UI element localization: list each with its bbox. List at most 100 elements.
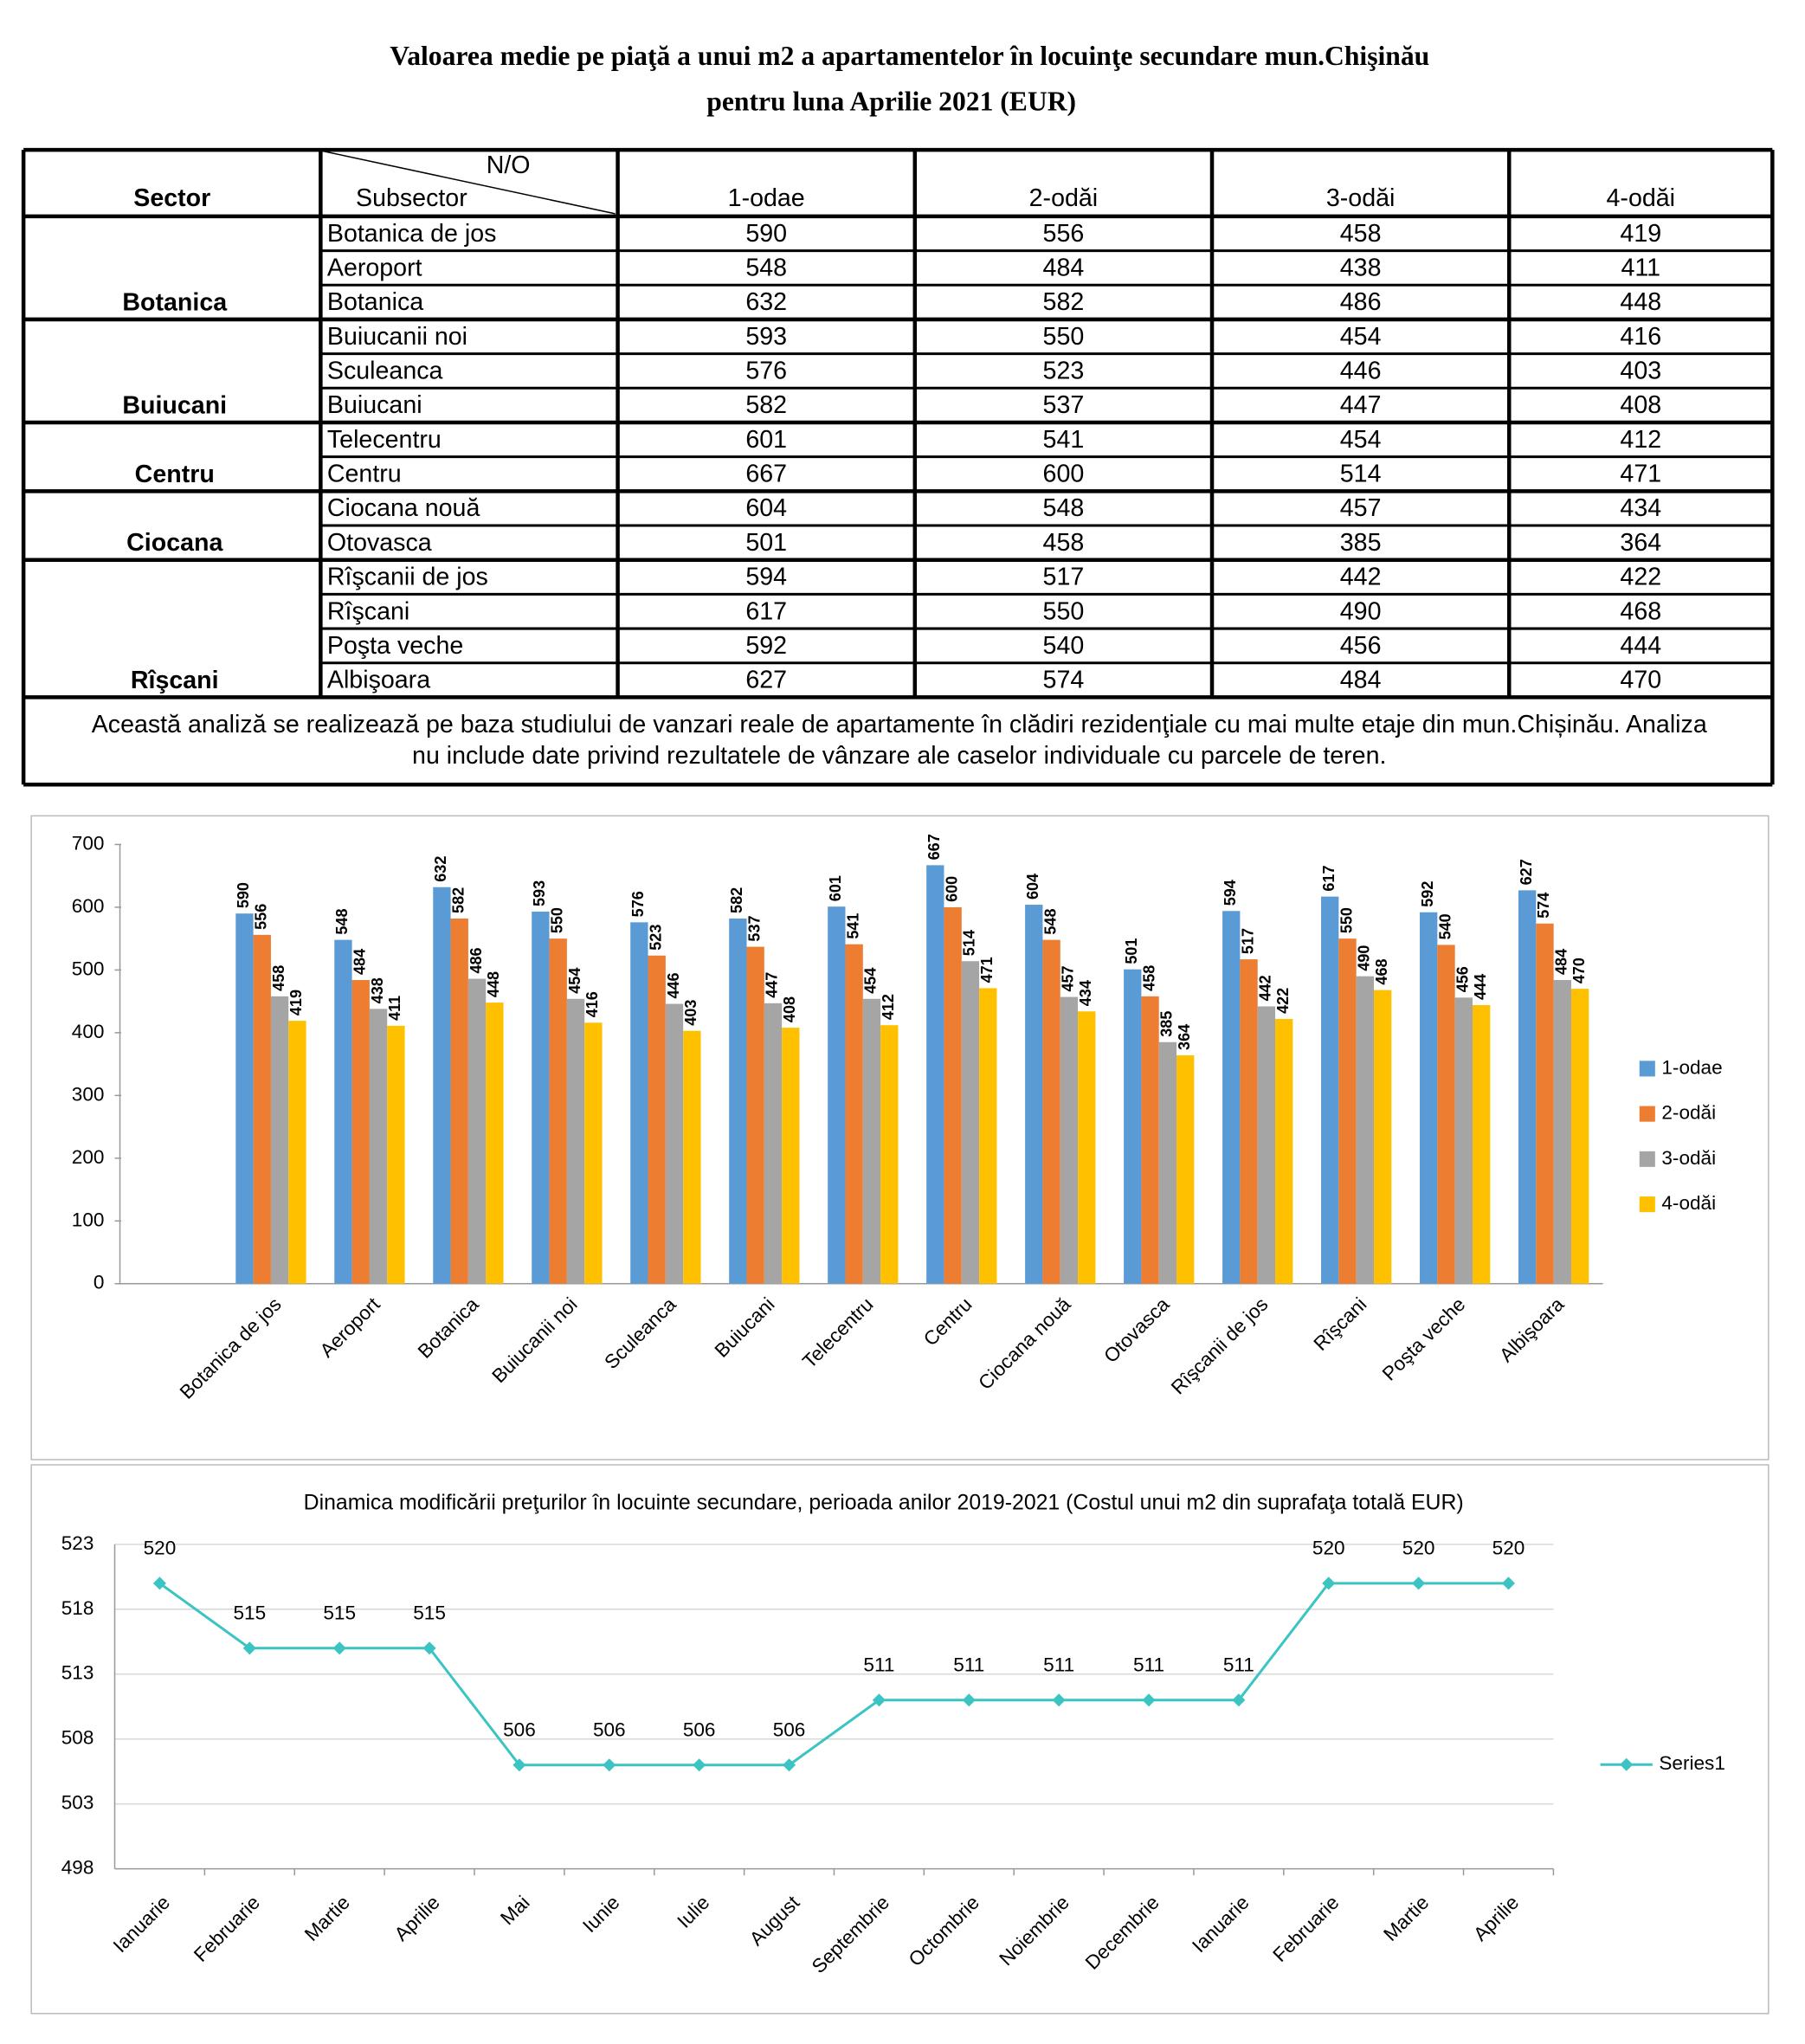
value-cell: 601 <box>745 426 787 454</box>
legend-label: 3-odăi <box>1661 1147 1716 1169</box>
bar <box>351 980 370 1284</box>
data-label: 486 <box>467 947 485 973</box>
x-tick-label: Poşta veche <box>1378 1293 1470 1385</box>
data-label: 501 <box>1123 938 1140 964</box>
data-label: 448 <box>485 971 502 997</box>
y-tick-label: 523 <box>61 1532 94 1554</box>
data-label: 468 <box>1373 958 1390 984</box>
value-cell: 422 <box>1620 564 1661 591</box>
data-label: 444 <box>1472 974 1489 1000</box>
bar <box>584 1022 603 1284</box>
legend-label: 4-odăi <box>1661 1192 1716 1214</box>
x-tick-label: Decembrie <box>1081 1892 1164 1974</box>
bar <box>253 934 271 1284</box>
value-cell: 419 <box>1620 220 1661 248</box>
value-cell: 523 <box>1043 358 1085 385</box>
data-label: 408 <box>781 996 798 1022</box>
bar <box>1275 1018 1293 1284</box>
data-label: 506 <box>773 1719 806 1741</box>
marker <box>422 1641 436 1655</box>
x-tick-label: Septembrie <box>808 1892 893 1977</box>
data-label: 458 <box>270 965 287 991</box>
value-cell: 458 <box>1340 220 1382 248</box>
value-cell: 548 <box>745 254 787 281</box>
data-label: 520 <box>1312 1538 1345 1559</box>
y-tick-label: 700 <box>72 832 105 854</box>
y-tick-label: 503 <box>61 1792 94 1814</box>
value-cell: 600 <box>1043 461 1085 488</box>
bar <box>729 918 747 1284</box>
x-tick-label: Aprilie <box>390 1892 444 1945</box>
legend-marker <box>1620 1757 1634 1771</box>
title-line: pentru luna Aprilie 2021 (EUR) <box>706 87 1076 117</box>
bar <box>433 887 451 1284</box>
value-cell: 416 <box>1620 323 1661 351</box>
value-cell: 434 <box>1620 494 1661 522</box>
title-line: Valoarea medie pe piaţă a unui m2 a apar… <box>390 41 1429 71</box>
bar <box>1025 905 1043 1284</box>
x-tick-label: Rîşcani <box>1310 1293 1371 1355</box>
bar <box>1222 911 1241 1284</box>
sector-cell: Botanica <box>122 288 228 316</box>
header-cell: Sector <box>133 184 210 212</box>
data-label: 604 <box>1024 874 1041 899</box>
y-tick-label: 100 <box>72 1209 105 1230</box>
marker <box>1052 1693 1066 1707</box>
value-cell: 667 <box>745 461 787 488</box>
bar <box>1518 890 1537 1284</box>
bar <box>683 1030 701 1284</box>
x-tick-label: Aprilie <box>1469 1892 1523 1945</box>
bar <box>1257 1006 1276 1284</box>
value-cell: 501 <box>745 529 787 557</box>
data-label: 517 <box>1239 928 1256 954</box>
marker <box>603 1758 616 1772</box>
bar <box>549 938 567 1284</box>
sector-cell: Centru <box>135 461 215 488</box>
x-tick-label: Mai <box>496 1892 533 1929</box>
x-tick-label: Martie <box>1379 1892 1433 1945</box>
subsector-cell: Buiucanii noi <box>327 323 467 351</box>
marker <box>1322 1577 1336 1590</box>
data-label: 514 <box>961 930 978 956</box>
value-cell: 457 <box>1340 494 1382 522</box>
data-label: 520 <box>144 1538 177 1559</box>
bar <box>1141 996 1159 1284</box>
marker <box>1501 1577 1516 1590</box>
note-text: nu include date privind rezultatele de v… <box>412 742 1386 770</box>
value-cell: 582 <box>1043 288 1085 316</box>
data-label: 576 <box>629 891 647 917</box>
value-cell: 582 <box>745 391 787 419</box>
value-cell: 617 <box>745 597 787 625</box>
y-tick-label: 0 <box>93 1272 105 1293</box>
bar <box>1338 938 1357 1284</box>
value-cell: 403 <box>1620 358 1661 385</box>
data-label: 520 <box>1402 1538 1435 1559</box>
bar <box>270 996 289 1284</box>
bar <box>828 906 846 1284</box>
value-cell: 454 <box>1340 323 1382 351</box>
value-cell: 446 <box>1340 358 1382 385</box>
value-cell: 408 <box>1620 391 1661 419</box>
legend-swatch <box>1639 1196 1655 1213</box>
subsector-cell: Botanica de jos <box>327 220 497 248</box>
bar <box>1553 980 1571 1284</box>
header-cell: 1-odae <box>728 184 805 212</box>
value-cell: 593 <box>745 323 787 351</box>
x-tick-label: Botanica de jos <box>176 1293 286 1403</box>
data-label: 457 <box>1060 965 1077 991</box>
bar <box>1472 1004 1491 1284</box>
bar <box>944 906 962 1284</box>
subsector-cell: Buiucani <box>327 391 422 419</box>
bar <box>532 912 550 1284</box>
data-label: 632 <box>432 856 449 882</box>
data-label: 470 <box>1570 958 1588 983</box>
bar <box>746 946 764 1284</box>
value-cell: 537 <box>1043 391 1085 419</box>
bar <box>926 865 944 1284</box>
value-cell: 468 <box>1620 597 1661 625</box>
value-cell: 448 <box>1620 288 1661 316</box>
data-label: 511 <box>953 1654 984 1676</box>
data-label: 548 <box>1041 908 1059 934</box>
data-label: 627 <box>1518 859 1535 885</box>
x-tick-label: Albişoara <box>1495 1293 1569 1367</box>
